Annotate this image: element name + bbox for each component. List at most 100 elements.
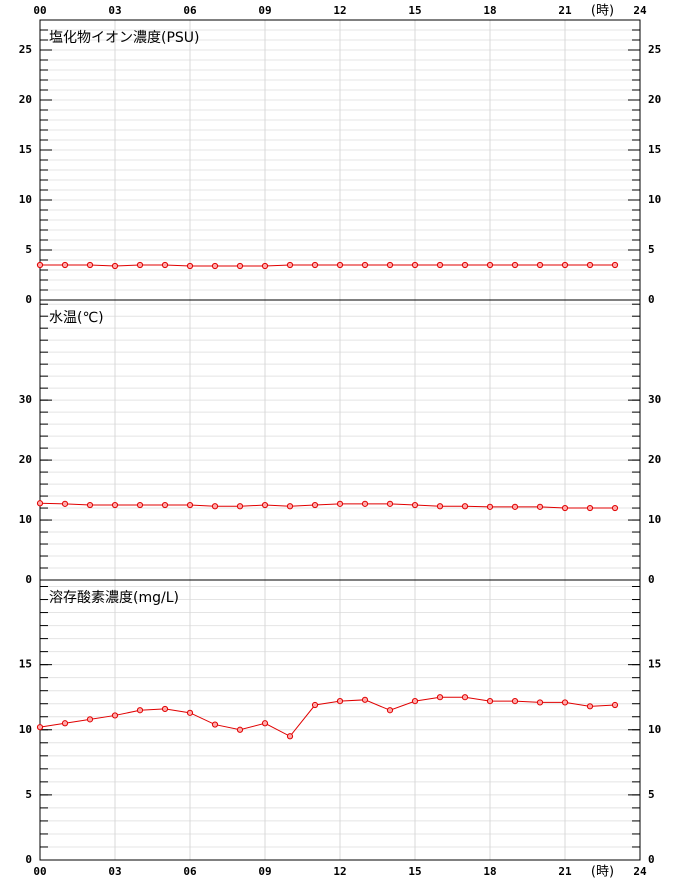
y-tick-label: 5 — [25, 243, 32, 256]
series-line — [40, 264, 615, 267]
y-tick-label: 0 — [25, 853, 32, 866]
data-point — [561, 699, 569, 706]
x-tick-label: 00 — [33, 4, 46, 17]
data-point — [561, 261, 569, 269]
data-point — [136, 261, 144, 269]
data-point — [411, 261, 419, 269]
data-point — [86, 261, 94, 269]
x-tick-label: 03 — [108, 4, 121, 17]
panel-title: 溶存酸素濃度(mg/L) — [49, 590, 179, 606]
data-point — [361, 696, 369, 703]
data-point — [586, 703, 594, 710]
y-tick-label: 20 — [19, 93, 32, 106]
y-tick-label: 0 — [648, 573, 655, 586]
x-tick-label: 12 — [333, 865, 346, 878]
data-point — [286, 261, 294, 269]
data-point — [211, 262, 219, 270]
data-point — [536, 503, 544, 510]
x-tick-label: 09 — [258, 865, 271, 878]
data-point — [161, 705, 169, 713]
panel-frame — [39, 579, 641, 861]
x-tick-label: 24 — [633, 4, 647, 17]
data-point — [561, 504, 569, 512]
series-line — [39, 696, 616, 737]
x-tick-label: 12 — [333, 4, 346, 17]
data-point — [411, 501, 419, 509]
panel-title: 塩化物イオン濃度(PSU) — [49, 30, 200, 46]
data-point — [61, 720, 69, 727]
data-point — [611, 261, 619, 269]
data-point — [311, 701, 319, 709]
y-tick-label: 5 — [648, 788, 655, 801]
data-point — [111, 262, 119, 270]
y-tick-label: 10 — [648, 193, 661, 206]
data-point — [61, 500, 69, 507]
data-point — [161, 501, 169, 509]
x-tick-label: 00 — [33, 865, 46, 878]
y-tick-label: 0 — [25, 293, 32, 306]
data-point — [611, 504, 619, 512]
data-point — [586, 504, 594, 512]
data-point — [336, 698, 344, 705]
data-point — [361, 261, 369, 269]
data-point — [486, 261, 494, 269]
y-tick-label: 0 — [648, 293, 655, 306]
data-point — [586, 261, 594, 269]
y-tick-label: 10 — [19, 723, 32, 736]
y-tick-label: 0 — [25, 573, 32, 586]
data-point — [186, 501, 194, 509]
y-tick-label: 0 — [648, 853, 655, 866]
x-tick-label: 24 — [633, 865, 647, 878]
data-point — [86, 716, 94, 723]
x-axis-label: (時) — [591, 865, 614, 880]
data-point — [136, 501, 144, 509]
panel-title: 水温(℃) — [49, 310, 104, 326]
data-point — [511, 503, 519, 510]
x-axis-label: (時) — [591, 4, 614, 19]
data-point — [36, 261, 44, 269]
x-tick-label: 06 — [183, 865, 197, 878]
data-point — [236, 262, 244, 270]
y-tick-label: 20 — [648, 453, 661, 466]
data-point — [436, 503, 444, 510]
y-tick-label: 25 — [19, 43, 32, 56]
data-point — [461, 503, 469, 510]
data-point — [111, 712, 119, 719]
data-point — [486, 503, 494, 510]
data-point — [536, 699, 544, 706]
data-point — [261, 501, 269, 509]
data-point — [186, 709, 194, 716]
y-tick-label: 10 — [648, 723, 661, 736]
data-point — [61, 261, 69, 269]
data-point — [111, 501, 119, 509]
data-point — [511, 698, 519, 705]
data-point — [486, 698, 494, 705]
x-tick-label: 18 — [483, 865, 496, 878]
data-point — [286, 733, 294, 740]
y-tick-label: 25 — [648, 43, 661, 56]
y-tick-label: 20 — [19, 453, 32, 466]
y-tick-label: 20 — [648, 93, 661, 106]
series-line — [39, 502, 615, 509]
data-point — [36, 500, 44, 507]
data-point — [136, 707, 144, 714]
data-point — [211, 503, 219, 510]
data-point — [511, 261, 519, 269]
data-point — [611, 701, 619, 709]
y-tick-label: 10 — [648, 513, 661, 526]
x-tick-label: 09 — [258, 4, 271, 17]
x-tick-label: 21 — [558, 4, 572, 17]
x-tick-label: 15 — [408, 4, 421, 17]
data-point — [411, 698, 419, 705]
x-tick-label: 21 — [558, 865, 572, 878]
data-point — [261, 262, 269, 270]
data-point — [261, 720, 269, 727]
data-point — [186, 262, 194, 270]
data-point — [161, 261, 169, 269]
y-tick-label: 30 — [19, 393, 32, 406]
data-point — [236, 503, 244, 510]
x-tick-label: 15 — [408, 865, 421, 878]
data-point — [336, 261, 344, 269]
x-tick-label: 06 — [183, 4, 197, 17]
